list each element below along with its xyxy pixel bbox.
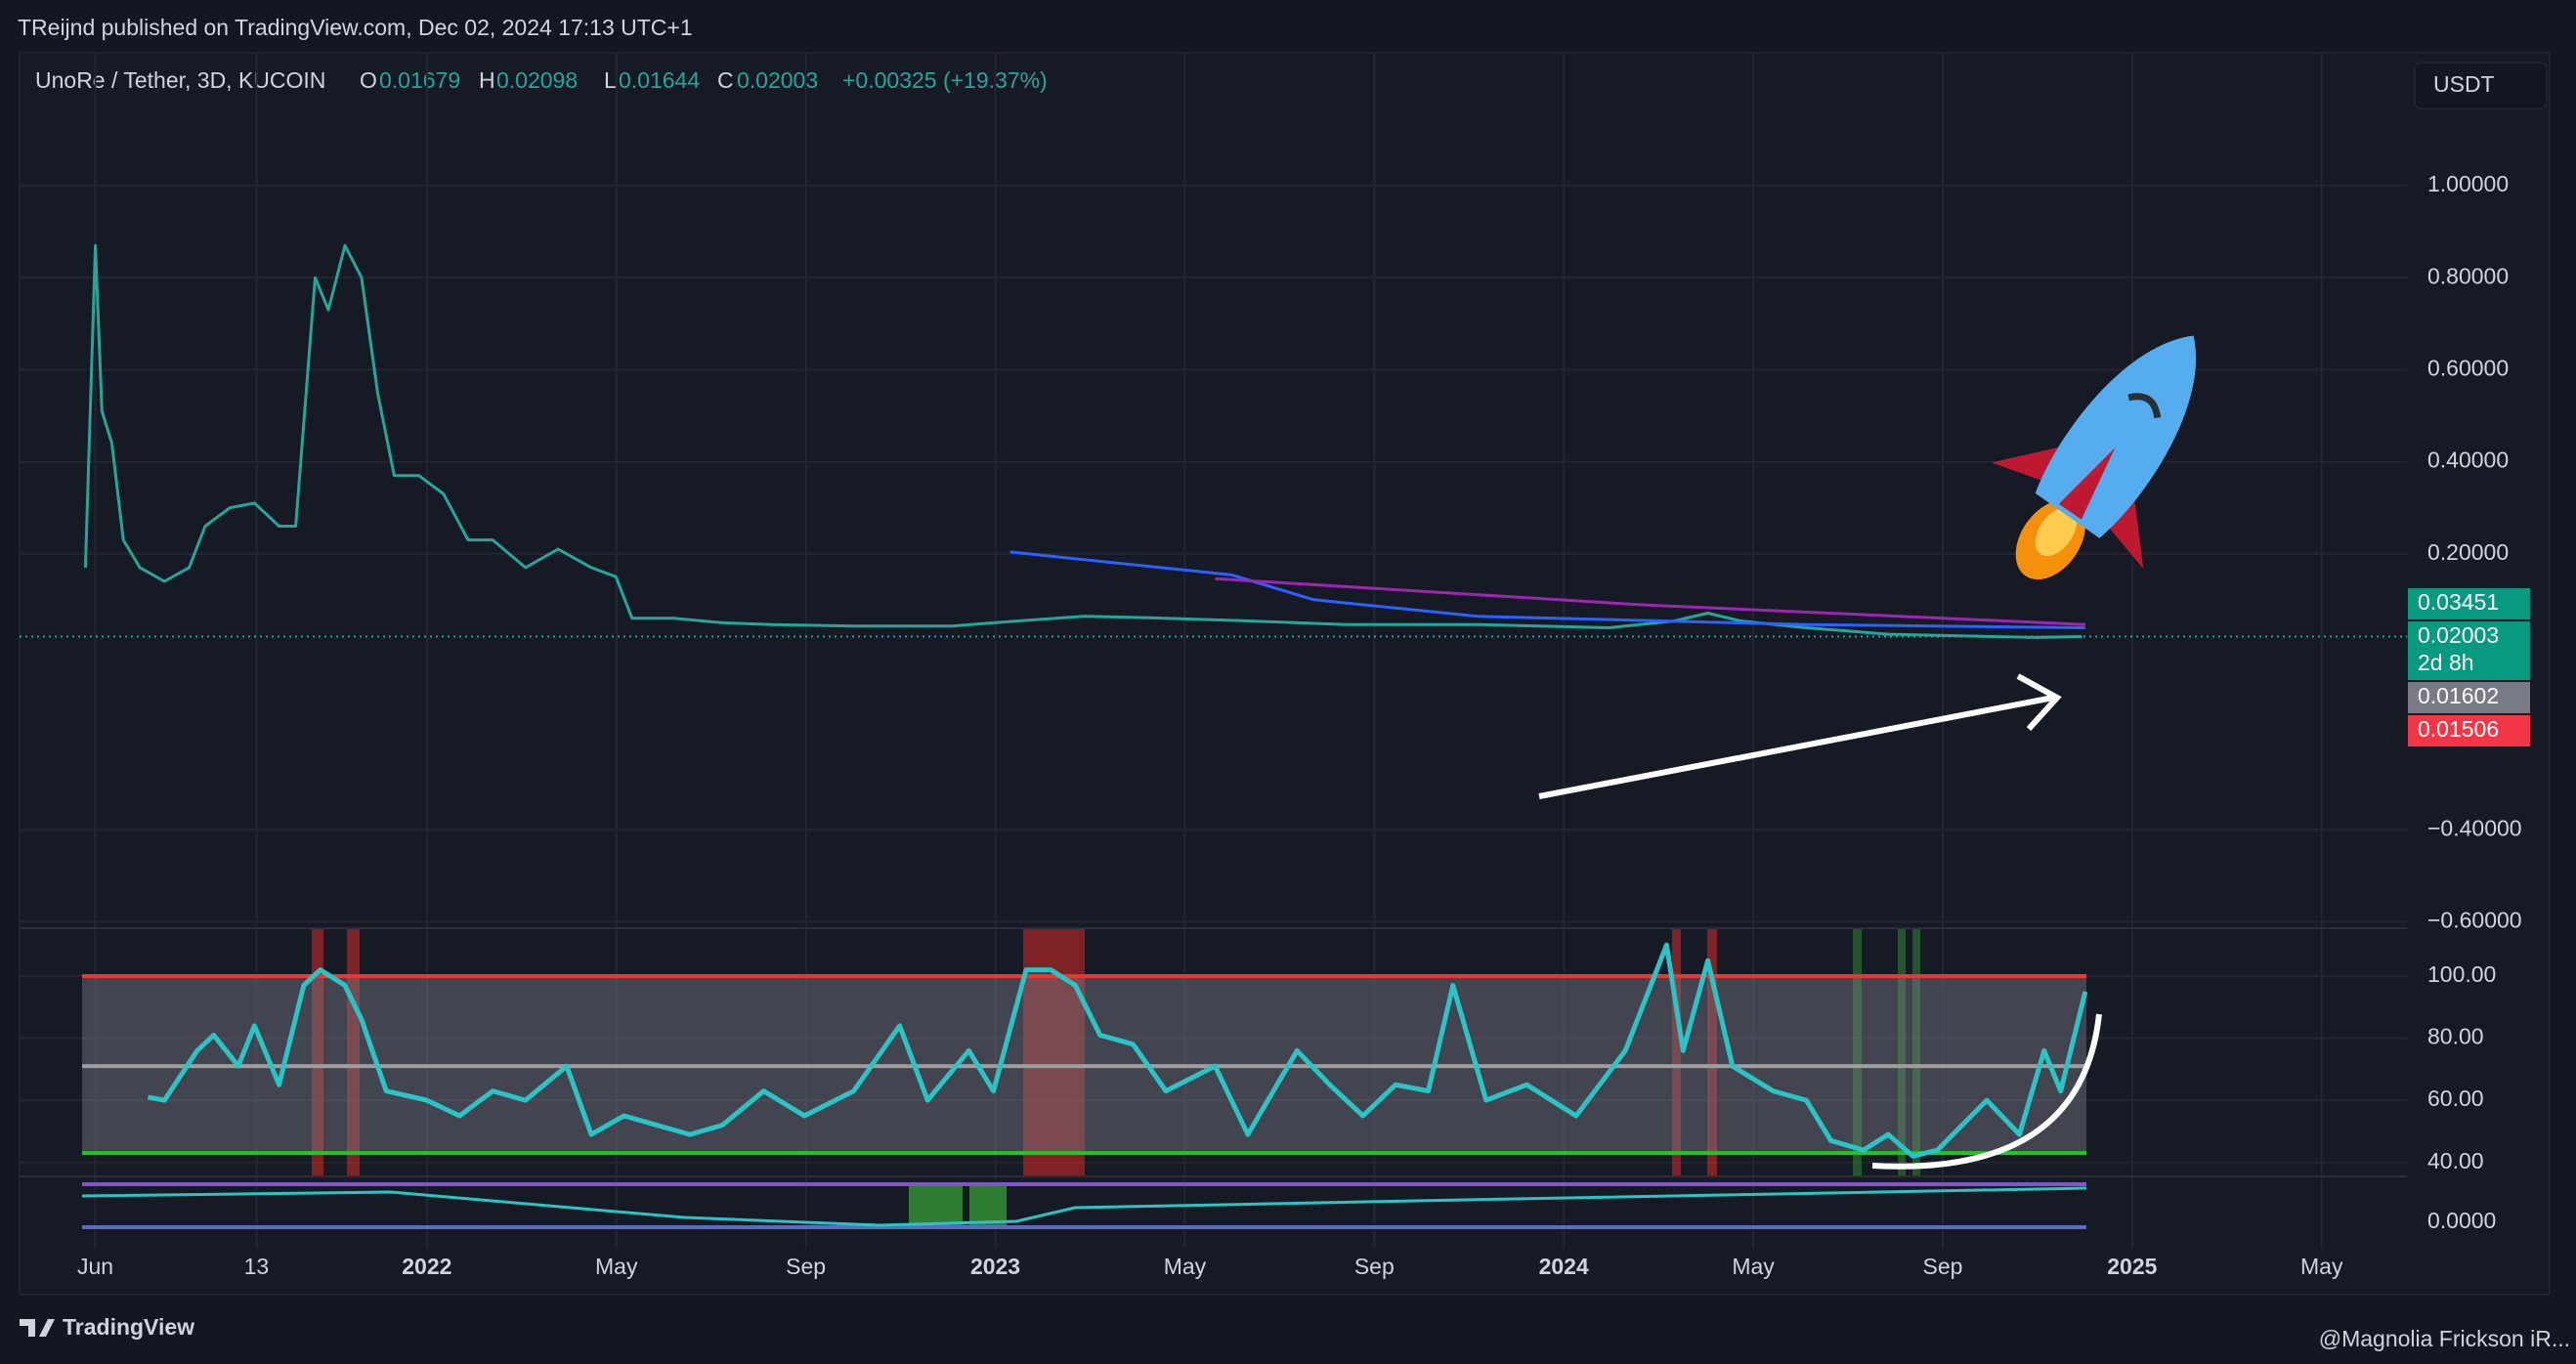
x-tick-label: Sep [1923,1254,1963,1279]
window [2127,393,2162,419]
price-tag [2408,715,2530,746]
x-tick-label: 2025 [2107,1254,2157,1279]
band [347,928,360,1176]
osc-block [909,1186,963,1225]
series-line [83,243,2082,639]
band [312,928,323,1176]
osc-block [969,1186,1007,1225]
fin [2107,496,2144,570]
band [1898,928,1906,1176]
high: 0.02098 [496,67,578,93]
credit: @Magnolia Frickson iR... [2319,1326,2570,1351]
publish-info: TReijnd published on TradingView.com, De… [18,15,693,40]
osc-line [81,1186,2087,1227]
close-label: C [717,67,734,93]
y-tick-label: 1.00000 [2427,171,2509,196]
y-tick-label: 40.00 [2427,1148,2484,1173]
band [1912,928,1920,1176]
arrow-head [2016,673,2062,732]
oscillator: 0.0000 [81,1182,2496,1233]
flame [2035,507,2078,557]
close: 0.02003 [737,67,818,93]
price-tag [2408,588,2530,619]
y-tick-label: 100.00 [2427,961,2496,987]
y-tick-label: 0.60000 [2427,355,2509,380]
low-label: L [604,67,617,93]
price-labels: 0.03451 0.02003 2d 8h 0.01602 0.01506 [2408,588,2530,746]
price-tag-text: 0.02003 [2418,622,2499,648]
x-tick-label: Jun [77,1254,113,1279]
x-tick-label: May [1732,1254,1775,1279]
price-tag [2408,621,2530,680]
x-tick-label: May [2300,1254,2343,1279]
arrow [1538,695,2054,799]
change: +0.00325 (+19.37%) [842,67,1048,93]
low: 0.01644 [619,67,700,93]
countdown: 2d 8h [2418,650,2474,675]
band [1672,928,1681,1176]
x-tick-label: 2022 [402,1254,451,1279]
series-line [147,942,2088,1159]
x-tick-label: May [1164,1254,1207,1279]
stripe [2058,448,2116,520]
y-tick-label: 80.00 [2427,1024,2484,1049]
price-tag-text: 0.01506 [2418,716,2499,742]
x-tick-label: Sep [1354,1254,1395,1279]
band [1707,928,1717,1176]
chart-frame [19,52,2551,1296]
curve [1871,1013,2102,1170]
y-tick-label: 0.80000 [2427,263,2509,288]
high-label: H [479,67,495,93]
currency-button[interactable] [2414,62,2548,109]
y-tick-label: −0.60000 [2427,907,2522,932]
x-tick-label: 2023 [970,1254,1020,1279]
y-tick-label: −0.40000 [2427,815,2522,840]
x-tick-label: 2024 [1539,1254,1589,1279]
price-tag-text: 0.03451 [2418,589,2499,615]
y-tick-label: 0.40000 [2427,448,2509,473]
series-line [1009,550,2085,629]
y-tick-label: 0.20000 [2427,539,2509,565]
symbol: UnoRe / Tether, 3D, KUCOIN [35,67,325,93]
price-tag-text: 0.01602 [2418,683,2499,708]
open: 0.01679 [379,67,460,93]
osc-tick-label: 0.0000 [2427,1208,2496,1233]
plot [20,243,2407,1159]
rocket [1991,335,2196,580]
currency-label: USDT [2433,71,2495,97]
annotations [1538,335,2196,1170]
brand: TradingView [63,1314,194,1340]
band [1853,928,1862,1176]
price-tag [2408,682,2530,713]
x-tick-label: May [595,1254,638,1279]
series-line [1215,576,2085,626]
logo [20,1319,55,1337]
footer: TradingView @Magnolia Frickson iR... [20,1314,2570,1351]
open-label: O [360,67,377,93]
x-tick-label: 13 [244,1254,270,1279]
legend: UnoRe / Tether, 3D, KUCOIN O 0.01679 H 0… [35,67,1048,93]
y-tick-label: 60.00 [2427,1086,2484,1111]
x-tick-label: Sep [786,1254,826,1279]
